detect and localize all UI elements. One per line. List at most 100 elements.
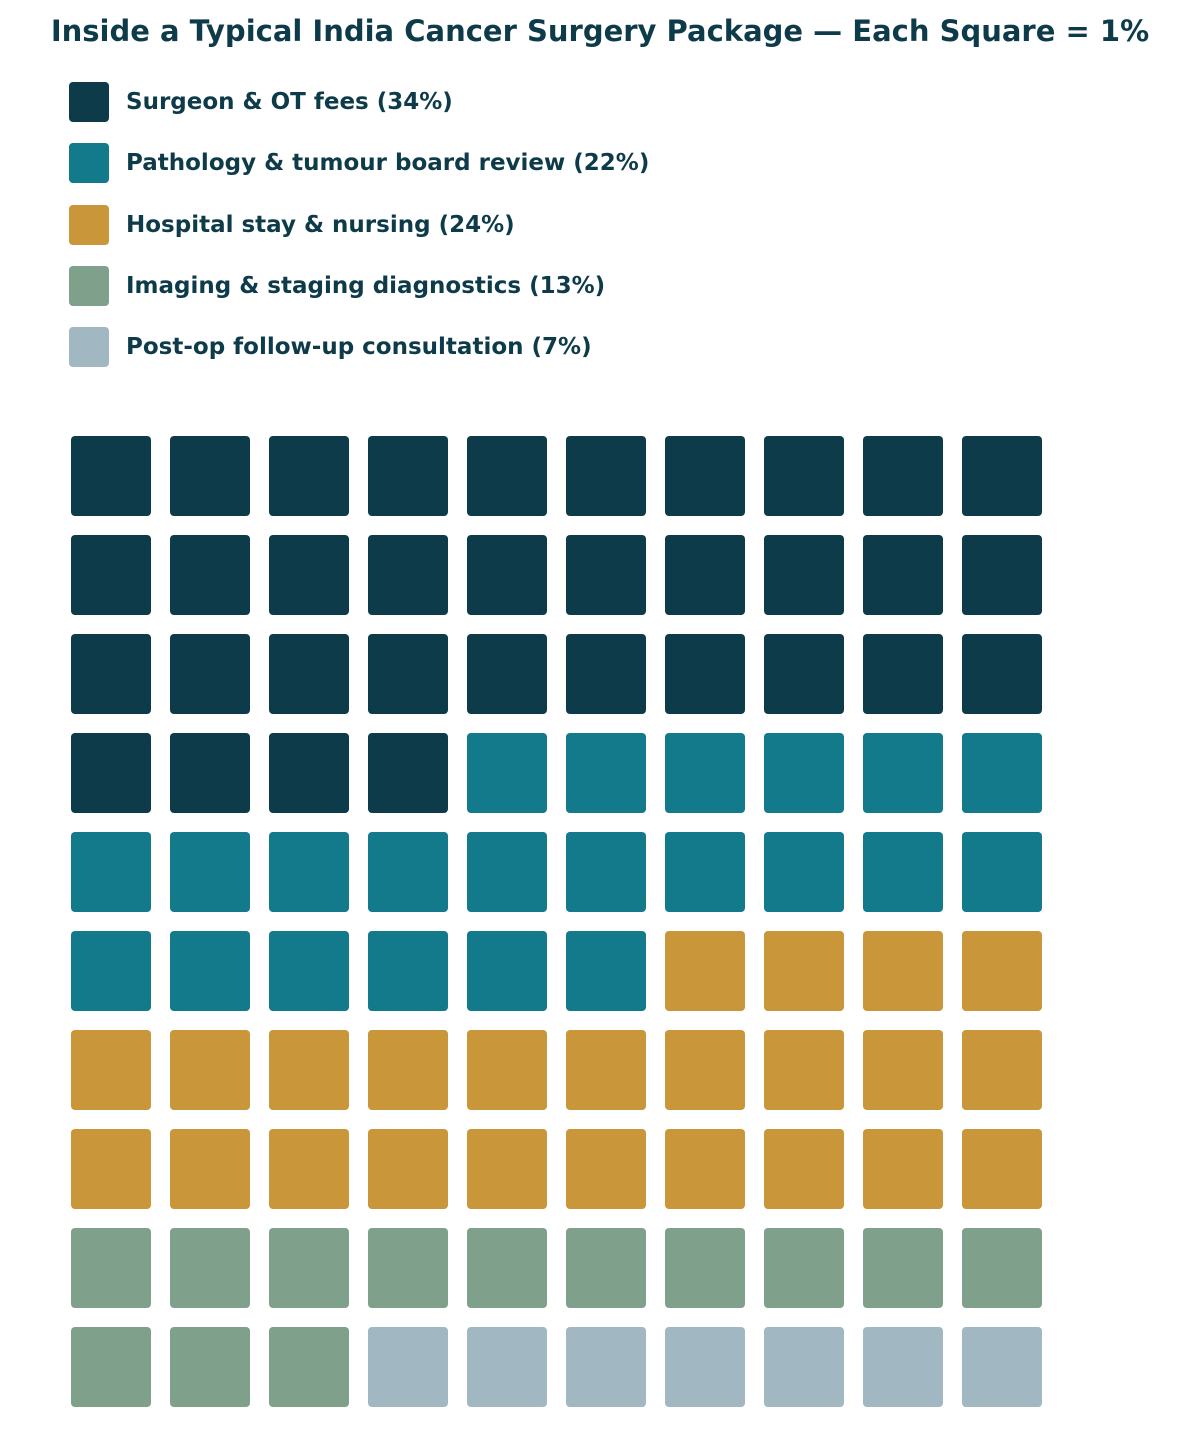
legend-label-imaging: Imaging & staging diagnostics (13%) [126, 272, 606, 299]
waffle-square-hospital-stay [368, 1129, 448, 1209]
legend-entry-surgeon-ot-fees: Surgeon & OT fees (34%) [69, 82, 649, 122]
waffle-square-imaging [170, 1327, 250, 1407]
waffle-square-hospital-stay [962, 1030, 1042, 1110]
legend-swatch-surgeon-ot-fees [69, 82, 109, 122]
waffle-square-surgeon-ot-fees [467, 436, 547, 516]
waffle-square-surgeon-ot-fees [665, 436, 745, 516]
waffle-square-hospital-stay [71, 1129, 151, 1209]
waffle-square-surgeon-ot-fees [368, 634, 448, 714]
legend-entry-imaging: Imaging & staging diagnostics (13%) [69, 265, 649, 306]
waffle-square-surgeon-ot-fees [467, 634, 547, 714]
waffle-square-hospital-stay [764, 1129, 844, 1209]
waffle-square-pathology [665, 832, 745, 912]
legend-label-pathology: Pathology & tumour board review (22%) [126, 150, 650, 177]
waffle-square-surgeon-ot-fees [71, 634, 151, 714]
waffle-square-hospital-stay [863, 931, 943, 1011]
waffle-square-pathology [467, 931, 547, 1011]
waffle-square-pathology [665, 733, 745, 813]
waffle-square-surgeon-ot-fees [368, 436, 448, 516]
waffle-square-pathology [962, 832, 1042, 912]
waffle-square-hospital-stay [170, 1129, 250, 1209]
waffle-square-pathology [269, 931, 349, 1011]
waffle-square-pathology [962, 733, 1042, 813]
waffle-square-hospital-stay [71, 1030, 151, 1110]
waffle-square-hospital-stay [962, 1129, 1042, 1209]
waffle-square-surgeon-ot-fees [566, 436, 646, 516]
waffle-square-surgeon-ot-fees [863, 535, 943, 615]
waffle-square-surgeon-ot-fees [962, 436, 1042, 516]
legend-label-hospital-stay: Hospital stay & nursing (24%) [126, 211, 515, 238]
waffle-square-hospital-stay [566, 1030, 646, 1110]
waffle-square-pathology [170, 832, 250, 912]
waffle-square-follow-up [764, 1327, 844, 1407]
legend-swatch-follow-up [69, 327, 109, 367]
waffle-square-surgeon-ot-fees [71, 436, 151, 516]
waffle-square-surgeon-ot-fees [269, 634, 349, 714]
waffle-square-hospital-stay [665, 1129, 745, 1209]
waffle-square-hospital-stay [269, 1030, 349, 1110]
waffle-square-hospital-stay [863, 1030, 943, 1110]
waffle-square-pathology [863, 733, 943, 813]
waffle-square-pathology [170, 931, 250, 1011]
waffle-square-surgeon-ot-fees [665, 535, 745, 615]
waffle-square-hospital-stay [863, 1129, 943, 1209]
legend-label-follow-up: Post-op follow-up consultation (7%) [126, 334, 592, 360]
waffle-square-imaging [368, 1228, 448, 1308]
waffle-square-hospital-stay [467, 1129, 547, 1209]
waffle-square-imaging [467, 1228, 547, 1308]
waffle-square-surgeon-ot-fees [71, 733, 151, 813]
waffle-square-pathology [467, 733, 547, 813]
waffle-square-hospital-stay [269, 1129, 349, 1209]
waffle-square-follow-up [467, 1327, 547, 1407]
waffle-square-hospital-stay [962, 931, 1042, 1011]
waffle-square-surgeon-ot-fees [566, 535, 646, 615]
waffle-square-surgeon-ot-fees [467, 535, 547, 615]
waffle-square-surgeon-ot-fees [566, 634, 646, 714]
waffle-square-imaging [962, 1228, 1042, 1308]
legend-label-surgeon-ot-fees: Surgeon & OT fees (34%) [126, 89, 453, 115]
legend-swatch-imaging [69, 265, 109, 306]
waffle-square-pathology [71, 832, 151, 912]
waffle-square-hospital-stay [170, 1030, 250, 1110]
waffle-square-surgeon-ot-fees [863, 436, 943, 516]
waffle-square-imaging [71, 1327, 151, 1407]
waffle-square-follow-up [566, 1327, 646, 1407]
waffle-square-imaging [269, 1327, 349, 1407]
legend-swatch-hospital-stay [69, 204, 109, 245]
waffle-square-follow-up [863, 1327, 943, 1407]
waffle-square-follow-up [665, 1327, 745, 1407]
waffle-square-surgeon-ot-fees [962, 634, 1042, 714]
waffle-square-pathology [368, 832, 448, 912]
legend-entry-pathology: Pathology & tumour board review (22%) [69, 143, 650, 184]
legend-entry-follow-up: Post-op follow-up consultation (7%) [69, 327, 649, 367]
waffle-square-surgeon-ot-fees [368, 733, 448, 813]
waffle-square-surgeon-ot-fees [863, 634, 943, 714]
legend-entry-hospital-stay: Hospital stay & nursing (24%) [69, 204, 649, 245]
waffle-square-imaging [269, 1228, 349, 1308]
waffle-square-hospital-stay [665, 931, 745, 1011]
legend-swatch-pathology [69, 143, 109, 184]
waffle-square-pathology [863, 832, 943, 912]
waffle-square-surgeon-ot-fees [764, 535, 844, 615]
waffle-square-surgeon-ot-fees [764, 634, 844, 714]
waffle-square-pathology [566, 931, 646, 1011]
waffle-square-surgeon-ot-fees [269, 436, 349, 516]
waffle-square-surgeon-ot-fees [764, 436, 844, 516]
waffle-square-pathology [566, 733, 646, 813]
waffle-square-hospital-stay [665, 1030, 745, 1110]
chart-title: Inside a Typical India Cancer Surgery Pa… [50, 14, 1150, 48]
waffle-square-hospital-stay [566, 1129, 646, 1209]
waffle-square-pathology [71, 931, 151, 1011]
waffle-square-surgeon-ot-fees [71, 535, 151, 615]
waffle-square-surgeon-ot-fees [170, 436, 250, 516]
waffle-square-hospital-stay [764, 1030, 844, 1110]
waffle-square-follow-up [368, 1327, 448, 1407]
waffle-square-surgeon-ot-fees [170, 535, 250, 615]
waffle-square-pathology [764, 832, 844, 912]
waffle-square-surgeon-ot-fees [962, 535, 1042, 615]
waffle-square-imaging [665, 1228, 745, 1308]
waffle-square-surgeon-ot-fees [368, 535, 448, 615]
waffle-square-imaging [764, 1228, 844, 1308]
waffle-square-imaging [863, 1228, 943, 1308]
